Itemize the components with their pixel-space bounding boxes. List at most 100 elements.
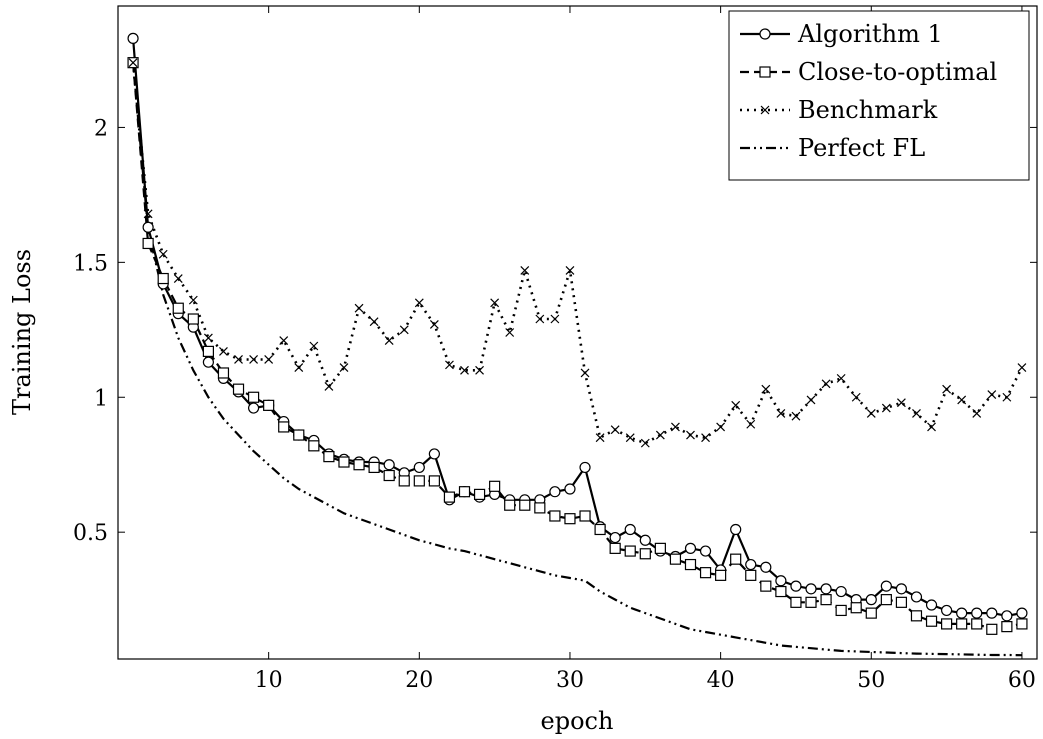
legend-circle-marker bbox=[759, 28, 771, 40]
circle-marker bbox=[865, 594, 877, 606]
square-marker bbox=[458, 486, 471, 498]
square-marker bbox=[202, 345, 214, 357]
square-marker bbox=[263, 399, 275, 411]
cross-marker bbox=[399, 325, 409, 335]
legend-label: Perfect FL bbox=[798, 134, 925, 162]
x-tick-label: 50 bbox=[857, 668, 885, 693]
cross-marker bbox=[354, 303, 364, 313]
cross-marker bbox=[550, 314, 560, 324]
cross-marker bbox=[821, 379, 831, 389]
cross-marker bbox=[625, 433, 635, 443]
circle-marker bbox=[910, 591, 923, 603]
y-axis-label: Training Loss bbox=[8, 249, 36, 415]
cross-marker bbox=[520, 266, 530, 275]
cross-marker bbox=[866, 409, 876, 418]
circle-marker bbox=[609, 531, 621, 544]
circle-marker bbox=[730, 523, 742, 536]
cross-marker bbox=[1017, 363, 1027, 373]
circle-marker bbox=[428, 448, 440, 460]
square-marker bbox=[865, 607, 877, 619]
square-marker bbox=[504, 499, 516, 511]
cross-marker bbox=[460, 365, 469, 375]
x-tick-label: 20 bbox=[405, 668, 433, 693]
circle-marker bbox=[247, 402, 260, 414]
cross-marker bbox=[173, 274, 183, 283]
x-tick-label: 10 bbox=[255, 668, 283, 693]
cross-marker bbox=[912, 409, 921, 418]
square-marker bbox=[654, 542, 666, 554]
square-marker bbox=[157, 272, 169, 285]
cross-marker bbox=[203, 333, 213, 343]
cross-marker bbox=[942, 384, 952, 394]
square-marker bbox=[609, 542, 621, 554]
square-marker bbox=[956, 618, 968, 630]
cross-marker bbox=[972, 409, 982, 418]
x-tick-label: 60 bbox=[1008, 668, 1036, 693]
square-marker bbox=[353, 459, 365, 471]
circle-marker bbox=[895, 583, 908, 595]
cross-marker bbox=[535, 314, 545, 324]
cross-marker bbox=[339, 363, 349, 373]
circle-marker bbox=[745, 558, 757, 571]
cross-marker bbox=[279, 336, 289, 346]
circle-marker bbox=[835, 585, 847, 598]
square-marker bbox=[895, 596, 908, 608]
cross-marker bbox=[655, 430, 665, 440]
circle-marker bbox=[775, 575, 787, 587]
cross-marker bbox=[957, 395, 967, 405]
legend-box bbox=[728, 10, 1030, 181]
circle-marker bbox=[820, 583, 832, 595]
square-marker bbox=[247, 391, 260, 403]
circle-marker bbox=[941, 604, 953, 617]
cross-marker bbox=[369, 317, 379, 327]
square-marker bbox=[986, 623, 998, 635]
square-marker bbox=[293, 429, 305, 441]
markers-layer bbox=[127, 32, 1028, 635]
cross-marker bbox=[686, 430, 695, 440]
square-marker bbox=[398, 475, 410, 487]
square-marker bbox=[519, 499, 531, 511]
circle-marker bbox=[684, 542, 697, 554]
y-tick-label: 2 bbox=[94, 116, 108, 141]
square-marker bbox=[880, 594, 892, 606]
axis-ticks: 10 20 30 40 50 60 0.5 1 1.5 2 bbox=[73, 6, 1037, 693]
cross-marker bbox=[987, 390, 997, 399]
square-marker bbox=[850, 602, 862, 614]
cross-marker bbox=[475, 365, 484, 375]
series-line-perfect-fl bbox=[132, 62, 1022, 657]
square-marker bbox=[473, 488, 486, 501]
square-marker bbox=[1001, 621, 1013, 633]
circle-marker bbox=[127, 32, 139, 44]
cross-marker bbox=[580, 368, 590, 378]
circle-marker bbox=[383, 459, 395, 471]
square-marker bbox=[443, 491, 456, 503]
square-marker bbox=[941, 618, 953, 630]
square-marker bbox=[413, 475, 425, 487]
circle-marker bbox=[760, 561, 772, 573]
cross-marker bbox=[806, 395, 816, 405]
cross-marker bbox=[158, 249, 168, 259]
cross-marker bbox=[565, 266, 575, 275]
cross-marker bbox=[881, 403, 891, 413]
circle-marker bbox=[790, 580, 802, 592]
circle-marker bbox=[413, 461, 425, 474]
cross-marker bbox=[143, 209, 153, 219]
square-marker bbox=[925, 615, 938, 627]
circle-marker bbox=[579, 461, 591, 474]
cross-marker bbox=[761, 384, 771, 394]
cross-marker bbox=[640, 438, 650, 448]
square-marker bbox=[338, 456, 350, 468]
cross-marker bbox=[414, 298, 424, 308]
cross-marker bbox=[505, 328, 515, 337]
legend-label: Algorithm 1 bbox=[797, 20, 943, 48]
circle-marker bbox=[880, 580, 892, 592]
square-marker bbox=[489, 480, 501, 492]
cross-marker bbox=[1002, 392, 1012, 402]
cross-marker bbox=[791, 411, 801, 421]
square-marker bbox=[594, 523, 606, 536]
square-marker bbox=[579, 510, 591, 522]
square-marker bbox=[669, 553, 682, 565]
cross-marker bbox=[384, 336, 394, 346]
square-marker bbox=[428, 475, 440, 487]
cross-marker bbox=[249, 355, 259, 364]
